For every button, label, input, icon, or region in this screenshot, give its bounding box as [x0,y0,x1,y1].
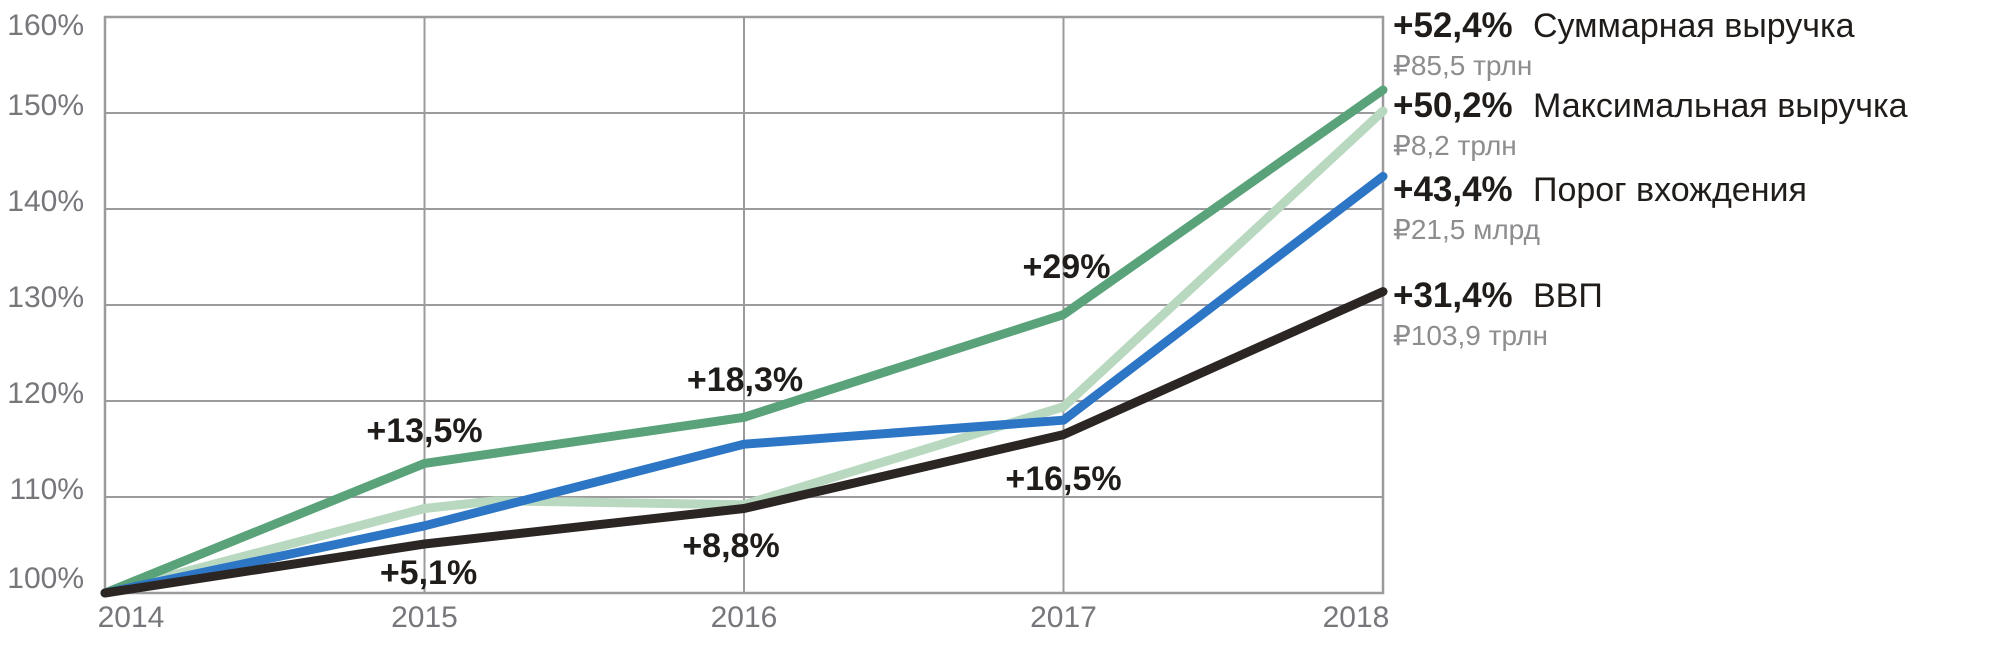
legend-value: ₽85,5 трлн [1393,50,1533,81]
x-tick-label: 2016 [710,601,778,634]
legend-delta: +31,4% [1393,276,1513,315]
x-tick-label: 2017 [1030,601,1097,634]
y-tick-label: 150% [7,89,84,122]
series-line [100,85,1388,598]
legend-label: Максимальная выручка [1533,87,1908,125]
legend-label: ВВП [1533,277,1603,315]
line-annotation: +29% [1022,247,1111,286]
legend-value: ₽21,5 млрд [1393,214,1540,245]
legend-entry-total-revenue: +52,4% Суммарная выручка ₽85,5 трлн [1393,6,1855,82]
legend-delta: +43,4% [1393,170,1513,209]
legend: +52,4% Суммарная выручка ₽85,5 трлн +50,… [1393,0,2013,655]
line-annotation: +18,3% [686,361,804,400]
series-line [100,287,1388,598]
x-tick-label: 2014 [97,601,165,634]
legend-entry-gdp: +31,4% ВВП ₽103,9 трлн [1393,276,1603,352]
y-tick-label: 100% [7,562,84,595]
y-tick-label: 160% [7,9,84,42]
line-annotation: +5,1% [379,554,478,593]
legend-label: Суммарная выручка [1533,7,1855,45]
legend-value: ₽8,2 трлн [1393,130,1517,161]
line-annotation: +8,8% [682,526,780,565]
line-annotation: +16,5% [1005,459,1122,498]
legend-entry-max-revenue: +50,2% Максимальная выручка ₽8,2 трлн [1393,86,1908,162]
y-tick-label: 110% [9,473,84,506]
legend-label: Порог вхождения [1533,171,1807,209]
series-line [100,106,1388,598]
plot-border [103,15,1385,595]
legend-entry-entry-threshold: +43,4% Порог вхождения ₽21,5 млрд [1393,170,1807,246]
line-annotation: +13,5% [366,412,483,451]
x-tick-label: 2018 [1322,601,1390,634]
x-tick-label: 2015 [391,601,458,634]
legend-value: ₽103,9 трлн [1393,320,1548,351]
legend-delta: +50,2% [1393,86,1513,125]
y-tick-label: 130% [7,281,84,314]
legend-delta: +52,4% [1393,6,1513,45]
y-tick-label: 140% [7,185,84,218]
series-line [100,171,1388,598]
y-tick-label: 120% [7,377,84,410]
